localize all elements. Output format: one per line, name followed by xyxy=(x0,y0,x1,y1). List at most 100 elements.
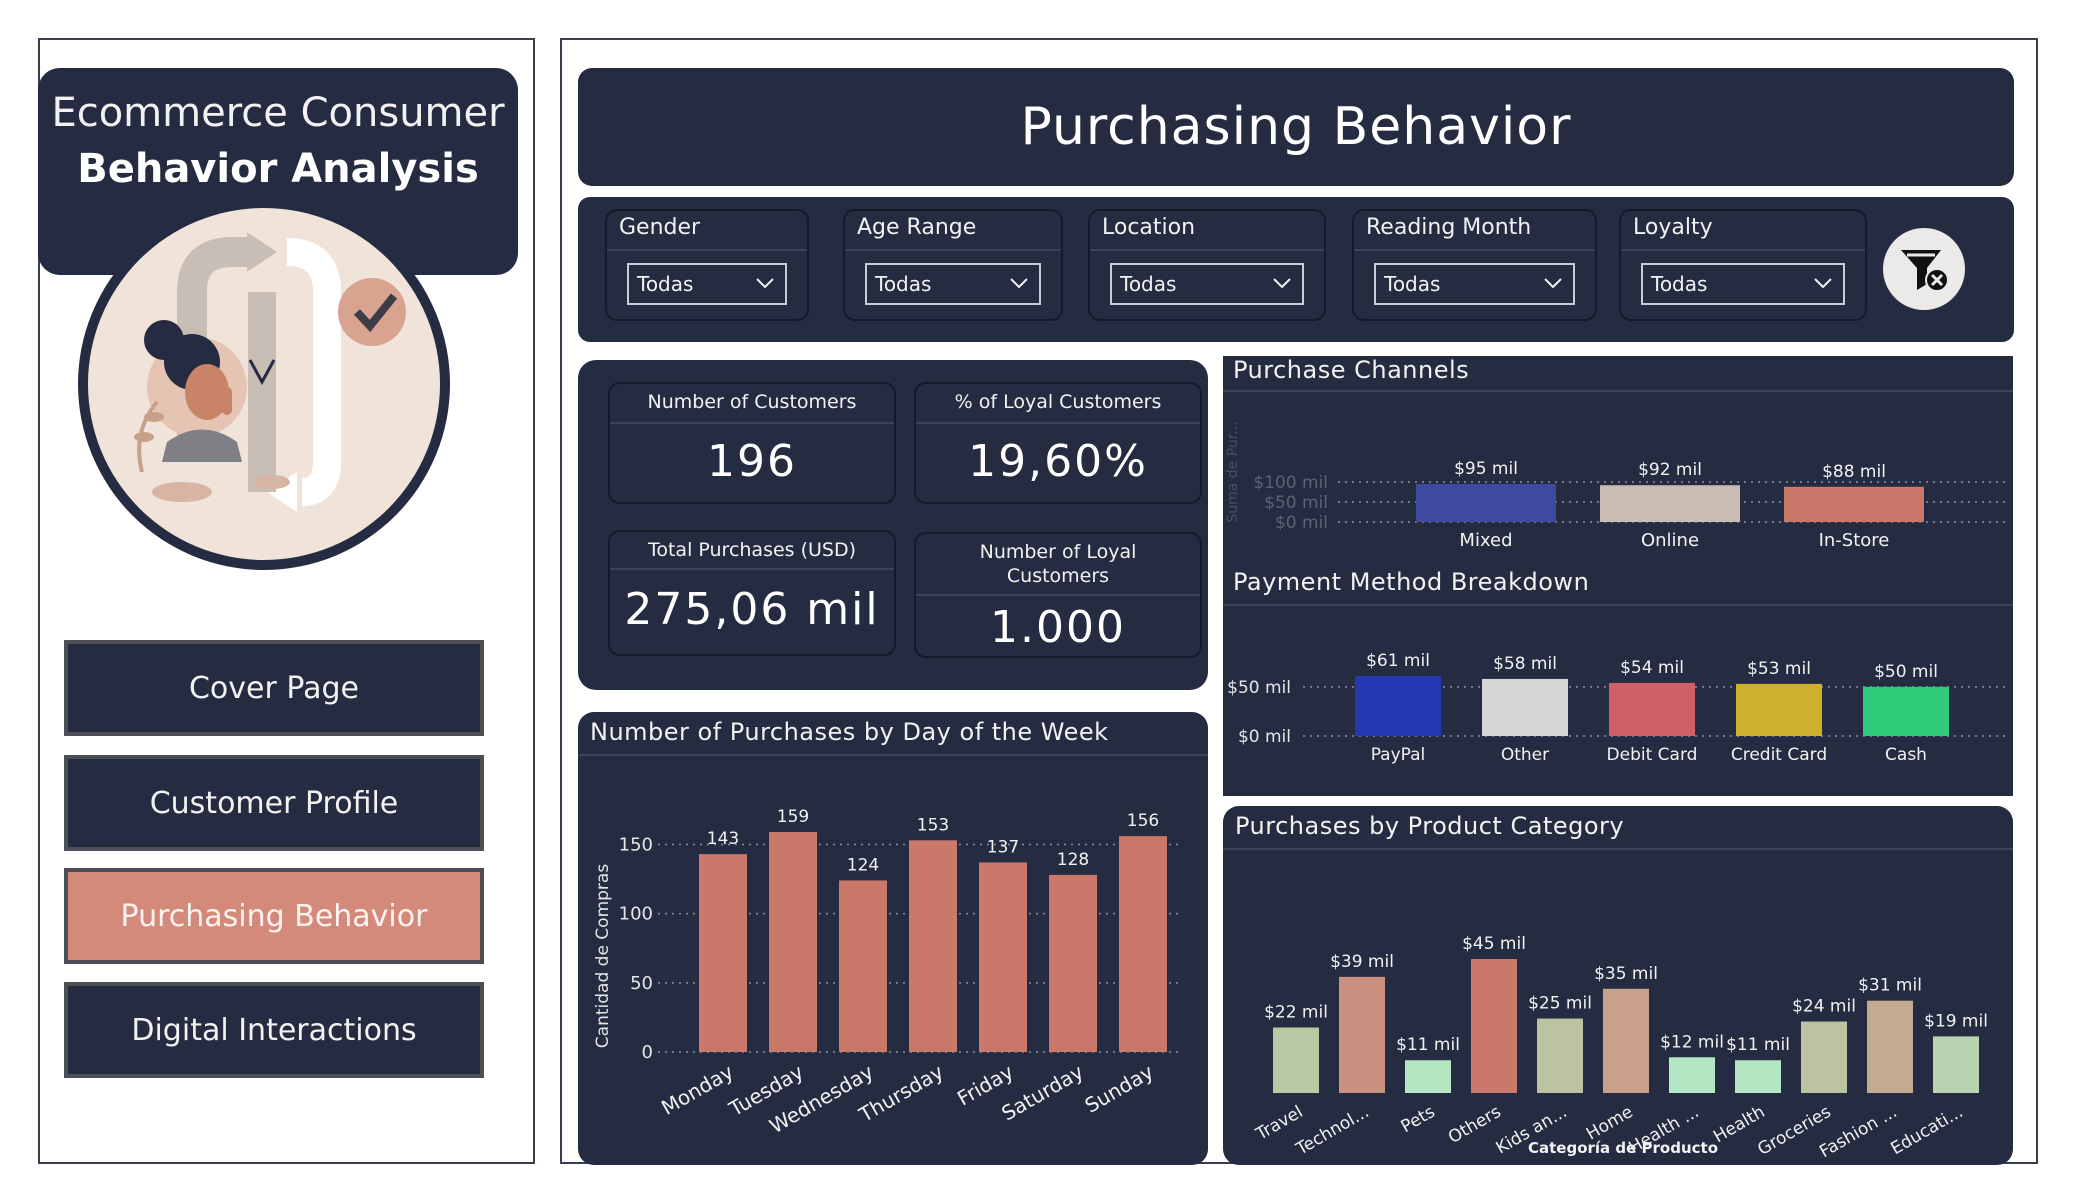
y-tick-label: 150 xyxy=(619,834,653,855)
weekday-chart-title: Number of Purchases by Day of the Week xyxy=(590,718,1109,746)
y-axis-label: Cantidad de Compras xyxy=(593,864,613,1049)
location-slicer: Location Todas xyxy=(1088,209,1326,321)
data-label: $39 mil xyxy=(1330,952,1394,972)
nav-customer-profile[interactable]: Customer Profile xyxy=(64,755,484,851)
kpi-loyal-count-card: Number of Loyal Customers 1.000 xyxy=(914,532,1202,658)
data-label: $95 mil xyxy=(1454,459,1518,479)
x-tick-label: PayPal xyxy=(1371,745,1426,765)
kpi-customers-value: 196 xyxy=(707,436,797,487)
payment-chart-title: Payment Method Breakdown xyxy=(1233,568,1590,596)
data-label: 124 xyxy=(847,855,879,875)
nav-cover-page-label: Cover Page xyxy=(188,670,359,706)
payment-chart: $0 mil $50 mil $61 mil PayPal $58 mil Other $5… xyxy=(1227,651,2008,765)
data-label: $45 mil xyxy=(1462,934,1526,954)
page-title-bar: Purchasing Behavior xyxy=(578,68,2014,186)
category-chart-title: Purchases by Product Category xyxy=(1235,812,1625,840)
bar xyxy=(1471,959,1517,1093)
bar xyxy=(1355,676,1441,736)
bar xyxy=(1603,988,1649,1093)
kpi-loyal-count-label-2: Customers xyxy=(1006,565,1110,587)
x-tick-label: Credit Card xyxy=(1731,745,1827,765)
gender-slicer: Gender Todas xyxy=(605,209,809,321)
chevron-down-icon xyxy=(1814,278,1832,289)
x-tick-label: Technol... xyxy=(1292,1102,1372,1160)
consumer-illustration xyxy=(78,198,450,570)
loyalty-slicer-label: Loyalty xyxy=(1633,215,1713,240)
nav-digital-interactions-label: Digital Interactions xyxy=(131,1012,417,1048)
y-tick-label: $0 mil xyxy=(1275,513,1328,533)
weekday-chart-panel: Number of Purchases by Day of the Week 0… xyxy=(578,712,1208,1165)
data-label: $54 mil xyxy=(1620,658,1684,678)
x-tick-label: Pets xyxy=(1398,1102,1439,1137)
kpi-loyal-pct-value: 19,60% xyxy=(968,436,1148,487)
bar xyxy=(1784,486,1924,522)
data-label: $25 mil xyxy=(1528,994,1592,1014)
channels-payment-panel: Purchase Channels $0 mil $50 mil $100 mil $… xyxy=(1223,356,2013,796)
bar xyxy=(1736,683,1822,736)
x-tick-label: Online xyxy=(1641,530,1699,551)
data-label: $11 mil xyxy=(1396,1035,1460,1055)
data-label: $12 mil xyxy=(1660,1032,1724,1052)
y-tick-label: $100 mil xyxy=(1253,473,1328,493)
data-label: $31 mil xyxy=(1858,976,1922,996)
age-range-dropdown[interactable]: Todas xyxy=(865,263,1041,305)
loyalty-dropdown[interactable]: Todas xyxy=(1641,263,1845,305)
nav-purchasing-behavior-label: Purchasing Behavior xyxy=(120,898,428,934)
chevron-down-icon xyxy=(1010,278,1028,289)
bar xyxy=(1416,484,1556,522)
kpi-total-purchases-value: 275,06 mil xyxy=(624,584,880,635)
bar xyxy=(1669,1057,1715,1093)
nav-purchasing-behavior[interactable]: Purchasing Behavior xyxy=(64,868,484,964)
age-range-dropdown-value: Todas xyxy=(875,272,932,296)
clear-filters-button[interactable] xyxy=(1883,228,1965,310)
bar xyxy=(1867,1000,1913,1093)
bar xyxy=(1735,1060,1781,1093)
kpi-customers-card: Number of Customers 196 xyxy=(608,382,896,504)
data-label: $88 mil xyxy=(1822,462,1886,482)
data-label: $92 mil xyxy=(1638,460,1702,480)
y-axis-label: Suma de Pur... xyxy=(1225,421,1241,522)
x-tick-label: In-Store xyxy=(1819,530,1890,551)
bar xyxy=(1600,485,1740,522)
channels-chart-title: Purchase Channels xyxy=(1233,356,1470,384)
kpi-panel: Number of Customers 196 % of Loyal Custo… xyxy=(578,360,1208,690)
channels-chart: $0 mil$50 mil$100 mil $95 mil Mixed $92 mil… xyxy=(1225,421,2008,551)
filter-bar: Gender Todas Age Range Todas Location To… xyxy=(578,197,2014,342)
kpi-loyal-count-label-1: Number of Loyal xyxy=(979,541,1137,563)
reading-month-slicer: Reading Month Todas xyxy=(1352,209,1597,321)
kpi-total-purchases-label: Total Purchases (USD) xyxy=(647,539,857,561)
bar xyxy=(1339,976,1385,1093)
nav-cover-page[interactable]: Cover Page xyxy=(64,640,484,736)
location-dropdown[interactable]: Todas xyxy=(1110,263,1304,305)
reading-month-dropdown[interactable]: Todas xyxy=(1374,263,1575,305)
y-tick-label: 100 xyxy=(619,904,653,925)
x-axis-label: Categoría de Producto xyxy=(1528,1139,1718,1157)
loyalty-slicer: Loyalty Todas xyxy=(1619,209,1867,321)
bar xyxy=(979,862,1027,1052)
y-tick-label: 0 xyxy=(642,1042,653,1063)
x-tick-label: Debit Card xyxy=(1607,745,1698,765)
brand-title-line2: Behavior Analysis xyxy=(77,146,479,192)
bar xyxy=(909,840,957,1052)
chevron-down-icon xyxy=(756,278,774,289)
kpi-loyal-pct-card: % of Loyal Customers 19,60% xyxy=(914,382,1202,504)
reading-month-slicer-label: Reading Month xyxy=(1366,215,1532,240)
age-range-slicer: Age Range Todas xyxy=(843,209,1063,321)
bar xyxy=(1119,836,1167,1052)
y-tick-label: $50 mil xyxy=(1227,678,1291,698)
bar xyxy=(1933,1036,1979,1093)
data-label: 156 xyxy=(1127,811,1159,831)
brand-title-line1: Ecommerce Consumer xyxy=(51,90,505,136)
clear-filter-icon xyxy=(1901,250,1949,292)
x-tick-label: Cash xyxy=(1885,745,1927,765)
bar xyxy=(1863,686,1949,736)
data-label: $53 mil xyxy=(1747,659,1811,679)
bar xyxy=(1482,678,1568,736)
x-tick-label: Monday xyxy=(657,1059,738,1119)
data-label: $19 mil xyxy=(1924,1011,1988,1031)
x-tick-label: Sunday xyxy=(1081,1059,1158,1117)
gender-dropdown[interactable]: Todas xyxy=(627,263,787,305)
data-label: $35 mil xyxy=(1594,964,1658,984)
nav-customer-profile-label: Customer Profile xyxy=(149,785,399,821)
nav-digital-interactions[interactable]: Digital Interactions xyxy=(64,982,484,1078)
